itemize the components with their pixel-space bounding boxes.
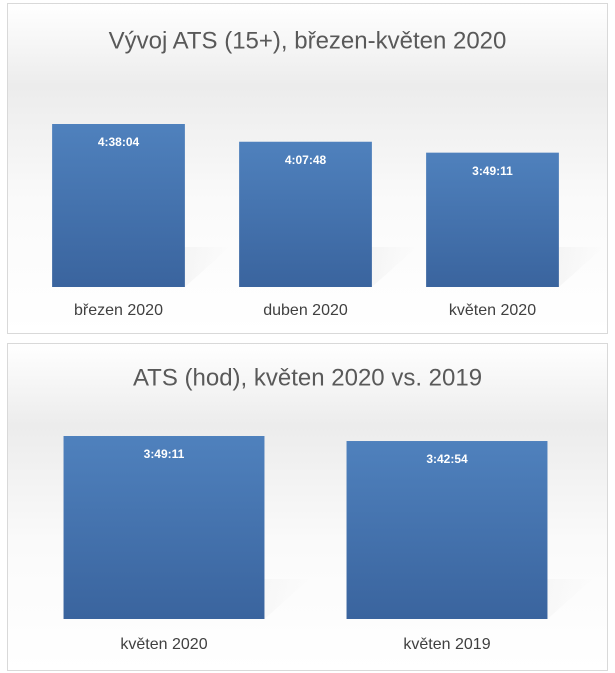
data-label: 3:42:54 bbox=[426, 452, 468, 466]
x-tick-label: březen 2020 bbox=[74, 302, 163, 319]
chart-title: ATS (hod), květen 2020 vs. 2019 bbox=[133, 364, 482, 391]
data-label: 4:38:04 bbox=[98, 135, 140, 149]
bar bbox=[346, 441, 548, 619]
bar bbox=[52, 124, 185, 287]
bar bbox=[239, 141, 372, 287]
x-tick-label: květen 2019 bbox=[403, 636, 490, 653]
chart-title: Vývoj ATS (15+), březen-květen 2020 bbox=[109, 27, 507, 54]
bar bbox=[426, 152, 559, 287]
x-tick-label: duben 2020 bbox=[263, 302, 348, 319]
data-label: 4:07:48 bbox=[285, 153, 327, 167]
x-tick-label: květen 2020 bbox=[449, 302, 536, 319]
x-tick-label: květen 2020 bbox=[120, 636, 207, 653]
data-label: 3:49:11 bbox=[472, 164, 513, 178]
bar bbox=[63, 436, 265, 619]
data-label: 3:49:11 bbox=[144, 447, 185, 461]
